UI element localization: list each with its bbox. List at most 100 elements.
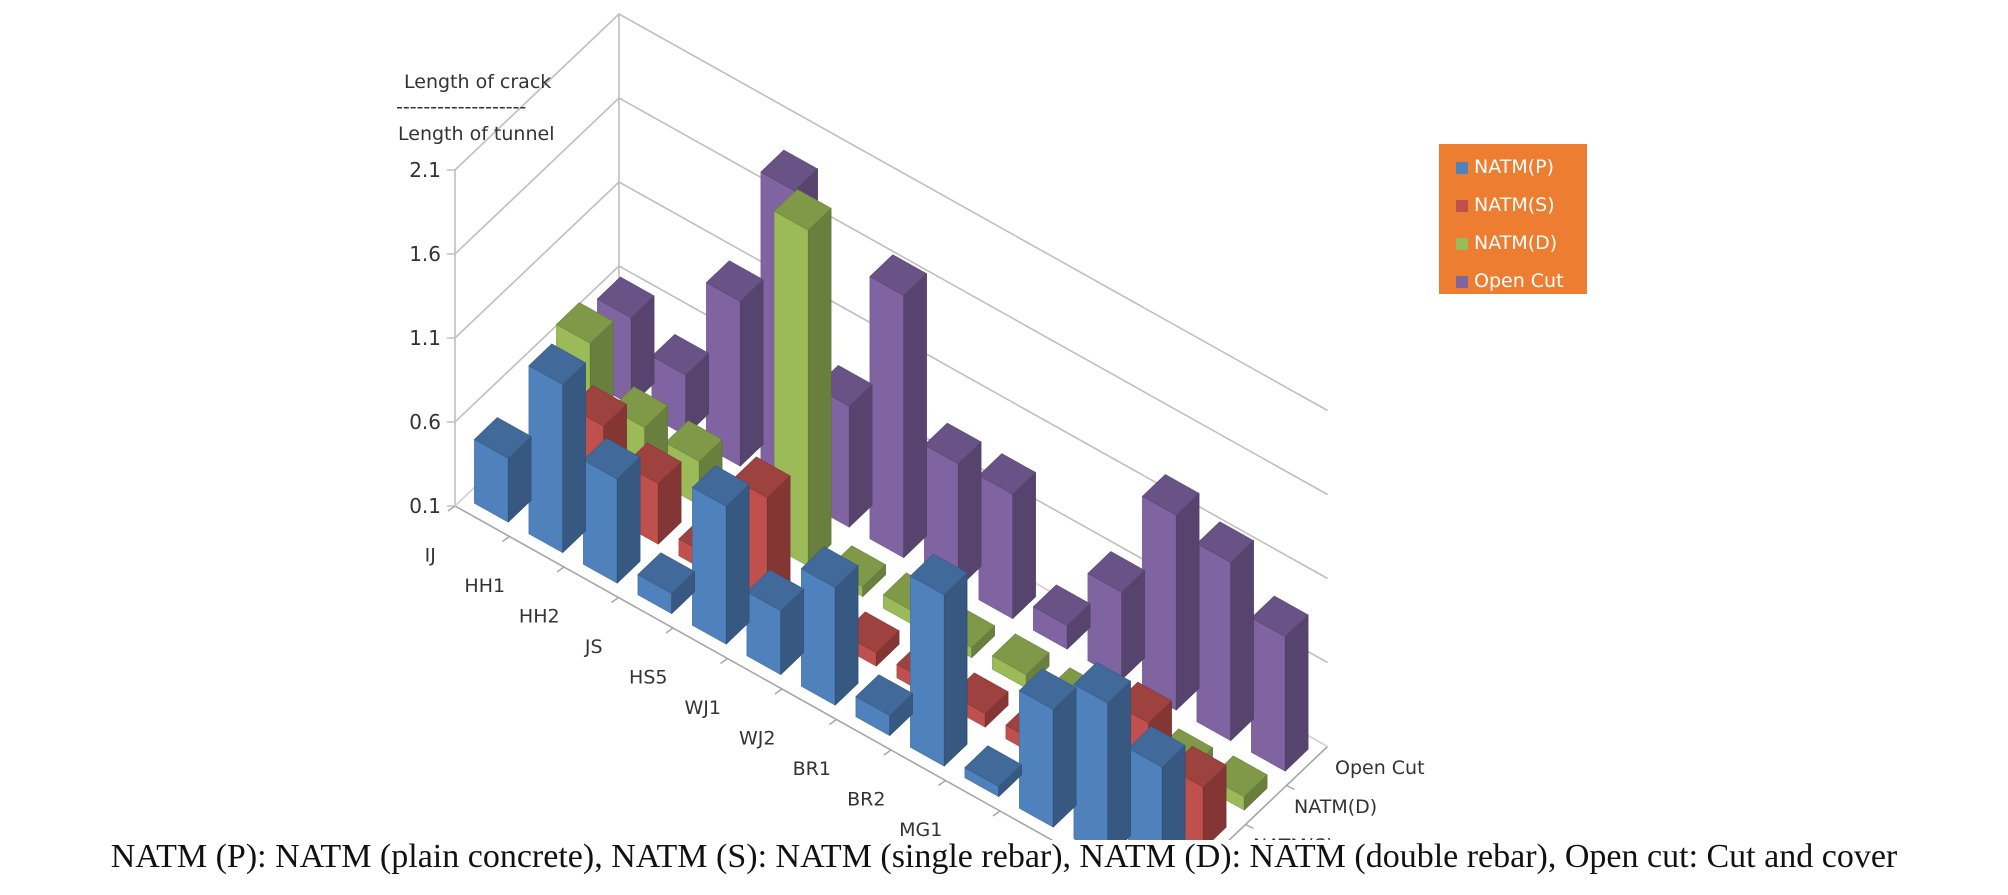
bar-top-face <box>1141 474 1200 516</box>
bar-NATM(P)-JS <box>637 552 696 615</box>
bar-Open Cut-KO1 <box>1196 521 1255 742</box>
bar-top-face <box>1032 584 1091 626</box>
bar-Open Cut-BR2 <box>1032 584 1091 650</box>
bar-top-face <box>623 442 682 484</box>
x-tick <box>774 688 783 695</box>
bar-top-face <box>1087 551 1146 593</box>
bar-top-face <box>909 553 968 596</box>
y-axis-title: Length of crack ------------------- Leng… <box>396 71 554 145</box>
bar-top-face <box>1073 661 1132 704</box>
bar-front-face <box>1251 617 1286 772</box>
bar-top-face <box>964 745 1023 787</box>
bar-front-face <box>1142 495 1177 711</box>
legend-item-label: NATM(D) <box>1474 232 1557 254</box>
bar-NATM(P)-HH1 <box>528 343 587 554</box>
bar-NATM(P)-MG1 <box>964 745 1023 798</box>
bar-Open Cut-BR1 <box>978 453 1037 620</box>
x-tick-label: JS <box>584 636 603 658</box>
bar-side-face <box>807 207 832 567</box>
x-tick <box>938 779 946 787</box>
bar-Open Cut-KO2 <box>1250 595 1309 772</box>
gridline <box>447 181 1328 580</box>
x-tick <box>883 749 892 756</box>
x-tick <box>665 627 674 634</box>
bar-Open Cut-MG1 <box>1087 551 1146 681</box>
bar-NATM(P)-WJ2 <box>800 546 859 706</box>
bar-front-face <box>583 459 618 584</box>
depth-tick-label: Open Cut <box>1335 757 1425 779</box>
bar-top-face <box>528 343 587 385</box>
bar-side-face <box>725 483 750 645</box>
legend-item-label: Open Cut <box>1474 270 1564 292</box>
x-tick-label: BR1 <box>793 758 831 780</box>
bar-front-face <box>1019 690 1054 828</box>
legend-swatch <box>1456 238 1468 250</box>
bar-front-face <box>869 276 905 559</box>
bar-NATM(P)-WJ1 <box>746 569 805 676</box>
x-tick-label: BR2 <box>847 788 885 810</box>
bar-NATM(P)-IJ <box>473 417 532 523</box>
bar-top-face <box>555 302 614 344</box>
legend-swatch <box>1456 276 1468 288</box>
bar-front-face <box>910 575 945 767</box>
bar-top-face <box>651 334 710 376</box>
bar-top-face <box>869 254 928 296</box>
y-tick-label: 0.1 <box>409 494 441 518</box>
bar-side-face <box>848 383 873 528</box>
depth-tick-label: NATM(S) <box>1253 835 1334 840</box>
legend: NATM(P) NATM(S) NATM(D) Open Cut <box>1439 144 1587 294</box>
x-tick <box>611 596 619 604</box>
bar-side-face <box>1052 687 1077 828</box>
bar-top-face <box>691 465 750 507</box>
bar-side-face <box>834 565 859 706</box>
figure-caption: NATM (P): NATM (plain concrete), NATM (S… <box>110 838 1898 875</box>
bar-top-face <box>991 633 1050 676</box>
x-tick-label: HH2 <box>519 605 560 627</box>
y-tick-label: 1.6 <box>409 242 441 266</box>
x-tick-label: HS5 <box>629 666 667 688</box>
chart-area: 0.1 0.6 1.1 1.6 2.1 IJ HH1 HH2 JS HS5 WJ1 WJ2 BR1 BR2… <box>396 13 1587 840</box>
depth-tick-label: NATM(D) <box>1294 796 1377 818</box>
bar-top-face <box>664 420 723 462</box>
x-axis-line <box>454 505 1054 840</box>
gridline <box>447 13 1328 412</box>
bar-top-face <box>1018 668 1077 710</box>
bar-front-face <box>1196 543 1231 742</box>
bar-top-face <box>705 260 764 302</box>
y-axis-title-denominator: Length of tunnel <box>398 123 554 145</box>
depth-tick <box>1245 823 1254 830</box>
bar-NATM(P)-MG2 <box>1018 668 1077 828</box>
bar-top-face <box>596 276 655 319</box>
bar-side-face <box>1284 614 1309 772</box>
bar-front-face <box>528 365 564 554</box>
bar-NATM(P)-BR1 <box>855 674 914 737</box>
y-axis-title-numerator: Length of crack <box>404 71 551 93</box>
bar-front-face <box>692 486 727 645</box>
x-tick <box>447 505 456 512</box>
bar-NATM(P)-HS5 <box>691 465 750 645</box>
chart-labels: 0.1 0.6 1.1 1.6 2.1 IJ HH1 HH2 JS HS5 WJ1 WJ2 BR1 BR2… <box>409 158 1424 840</box>
bar-top-face <box>773 189 832 231</box>
x-tick <box>829 718 837 726</box>
bar-front-face <box>978 474 1014 620</box>
y-tick-label: 0.6 <box>409 410 441 434</box>
y-axis-title-divider: ------------------- <box>396 96 526 118</box>
x-tick-label: MG1 <box>899 819 942 840</box>
bar-top-face <box>473 417 532 459</box>
bar-side-face <box>943 572 968 767</box>
legend-item-label: NATM(S) <box>1474 194 1555 216</box>
bar-side-face <box>1107 680 1131 840</box>
bar-top-face <box>1127 726 1186 768</box>
bar-top-face <box>1250 595 1309 638</box>
bar-top-face <box>582 437 641 480</box>
bar-side-face <box>1175 492 1200 711</box>
chart-bars <box>473 149 1309 840</box>
x-tick <box>992 810 1001 817</box>
x-tick-label: IJ <box>425 544 436 566</box>
bar-Open Cut-MG2 <box>1141 474 1200 711</box>
y-tick-label: 1.1 <box>409 326 441 350</box>
legend-swatch <box>1456 200 1468 212</box>
bar-side-face <box>1012 471 1036 620</box>
bar-front-face <box>1073 683 1108 840</box>
bar-Open Cut-HH2 <box>705 260 764 467</box>
